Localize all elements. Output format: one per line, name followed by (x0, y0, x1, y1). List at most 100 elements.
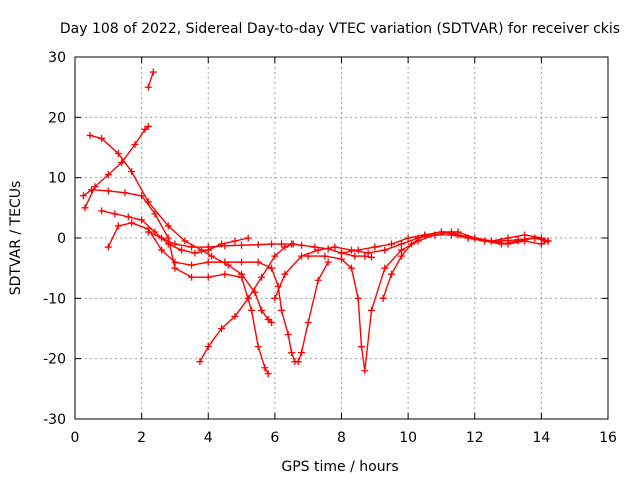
data-point (196, 358, 204, 366)
data-point (254, 258, 262, 266)
data-point (231, 237, 239, 245)
data-point (397, 240, 405, 248)
data-point (191, 249, 199, 257)
data-point (367, 306, 375, 314)
data-point (298, 241, 306, 249)
data-point (181, 237, 189, 245)
series-5 (104, 219, 332, 366)
data-point (537, 234, 545, 242)
data-point (88, 186, 96, 194)
data-point (149, 68, 157, 76)
y-tick-label: 20 (48, 110, 66, 126)
data-point (238, 241, 246, 249)
data-point (178, 246, 186, 254)
x-tick-label: 14 (532, 430, 550, 446)
data-point (314, 276, 322, 284)
x-tick-label: 6 (270, 430, 279, 446)
data-point (504, 234, 512, 242)
data-point (364, 249, 372, 257)
data-point (381, 264, 389, 272)
data-point (304, 318, 312, 326)
data-point (314, 246, 322, 254)
data-point (471, 234, 479, 242)
data-point (298, 252, 306, 260)
data-point (367, 253, 375, 261)
data-point (221, 242, 229, 250)
data-point (324, 258, 332, 266)
data-point (244, 294, 252, 302)
data-point (361, 252, 369, 260)
series-line (147, 71, 154, 88)
data-point (244, 234, 252, 242)
data-point (114, 150, 122, 158)
series-3 (79, 186, 272, 378)
data-point (204, 343, 212, 351)
x-tick-label: 2 (137, 430, 146, 446)
data-point (164, 222, 172, 230)
data-point (311, 243, 319, 251)
data-point (151, 210, 159, 218)
data-point (298, 349, 306, 357)
x-tick-label: 16 (599, 430, 617, 446)
series-8 (196, 240, 297, 366)
data-point (347, 264, 355, 272)
series-2 (81, 122, 152, 212)
data-point (281, 270, 289, 278)
data-point (221, 258, 229, 266)
data-point (258, 306, 266, 314)
data-point (248, 306, 256, 314)
data-point (304, 252, 312, 260)
data-point (497, 240, 505, 248)
data-point (171, 258, 179, 266)
y-tick-label: -20 (43, 352, 66, 368)
data-point (397, 252, 405, 260)
data-point (138, 216, 146, 224)
data-point (254, 241, 262, 249)
data-point (254, 343, 262, 351)
data-point (521, 231, 529, 239)
chart-title: Day 108 of 2022, Sidereal Day-to-day VTE… (60, 21, 620, 37)
data-point (221, 270, 229, 278)
data-point (338, 249, 345, 257)
data-point (537, 240, 545, 248)
y-axis-label: SDTVAR / TECUs (8, 181, 24, 296)
data-point (381, 246, 389, 254)
data-point (144, 83, 152, 91)
data-point (404, 234, 412, 242)
data-point (238, 273, 246, 281)
data-point (171, 240, 179, 248)
data-point (231, 312, 239, 320)
data-point (144, 122, 152, 130)
data-point (357, 343, 365, 351)
data-point (104, 243, 112, 251)
data-point (238, 258, 246, 266)
data-point (104, 171, 112, 179)
data-point (258, 273, 266, 281)
x-axis-label: GPS time / hours (281, 459, 398, 475)
data-point (204, 258, 212, 266)
y-tick-label: -30 (43, 412, 66, 428)
data-point (379, 294, 387, 302)
data-point (268, 318, 276, 326)
series-1 (86, 131, 276, 326)
data-point (204, 273, 212, 281)
data-point (454, 231, 462, 239)
data-point (171, 264, 179, 272)
data-point (188, 243, 196, 251)
data-point (158, 234, 166, 242)
data-point (421, 231, 429, 239)
data-point (487, 237, 495, 245)
data-point (387, 240, 395, 248)
data-series (79, 68, 552, 378)
series-10 (304, 228, 549, 375)
data-point (347, 246, 355, 254)
data-point (128, 168, 136, 176)
data-point (204, 243, 212, 251)
data-point (354, 294, 362, 302)
data-point (121, 189, 129, 197)
series-line (107, 222, 329, 363)
data-point (289, 240, 297, 248)
x-tick-label: 10 (399, 430, 417, 446)
data-point (397, 246, 405, 254)
